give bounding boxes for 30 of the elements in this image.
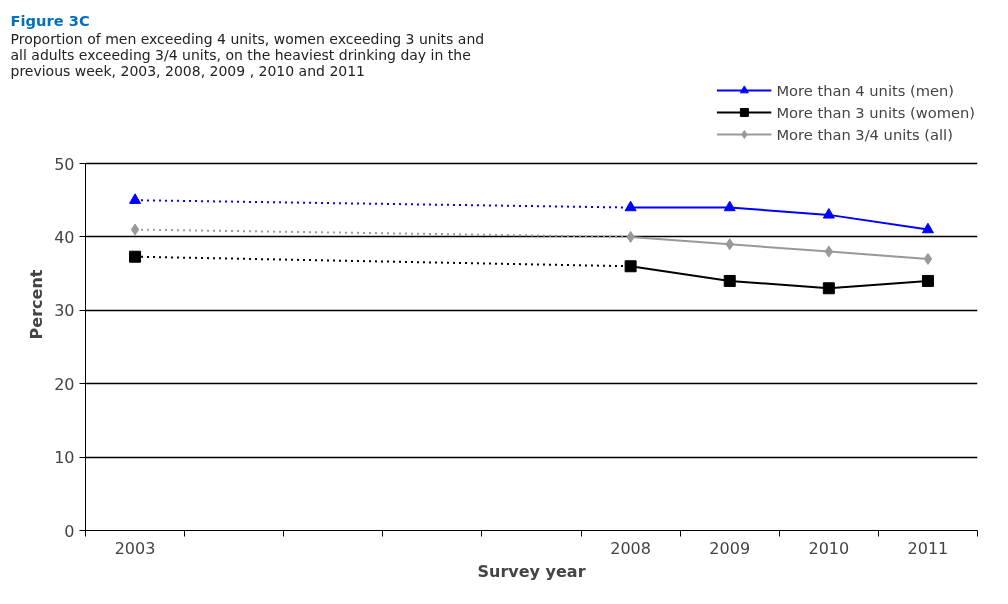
point xyxy=(129,250,142,263)
chart-title: Figure 3C xyxy=(10,11,90,29)
x-tick-label: 2008 xyxy=(610,538,651,558)
y-tick-label: 10 xyxy=(54,448,75,468)
x-tick-label: 2009 xyxy=(709,538,751,558)
x-tick-label: 2011 xyxy=(907,538,949,558)
y-tick-label: 20 xyxy=(54,374,75,394)
x-axis-title: Survey year xyxy=(477,561,586,581)
point xyxy=(723,274,736,287)
y-tick-label: 50 xyxy=(54,154,75,174)
y-tick-label: 30 xyxy=(54,301,75,321)
point xyxy=(624,260,637,273)
point xyxy=(723,200,736,212)
legend-label: More than 3/4 units (all) xyxy=(776,125,953,143)
x-tick-label: 2010 xyxy=(808,538,850,558)
point xyxy=(624,200,637,212)
point xyxy=(130,223,140,236)
legend-label: More than 4 units (men) xyxy=(776,81,955,99)
point xyxy=(921,274,934,287)
y-tick-label: 40 xyxy=(54,227,75,247)
point xyxy=(822,282,835,295)
point xyxy=(129,193,142,204)
point xyxy=(923,252,933,265)
legend-label: More than 3 units (women) xyxy=(776,103,975,121)
y-axis-title: Percent xyxy=(27,269,47,340)
point xyxy=(921,222,934,234)
y-tick-label: 0 xyxy=(64,521,75,541)
x-tick-label: 2003 xyxy=(114,538,156,558)
point xyxy=(822,208,835,219)
chart-subtitle: Proportion of men exceeding 4 units, women exceeding 3 units and all adults exceeding 3/4 units, on the heaviest drinking day in the previous week, 2003, 2008, 2009 , 2010 and 2011 xyxy=(10,30,485,79)
